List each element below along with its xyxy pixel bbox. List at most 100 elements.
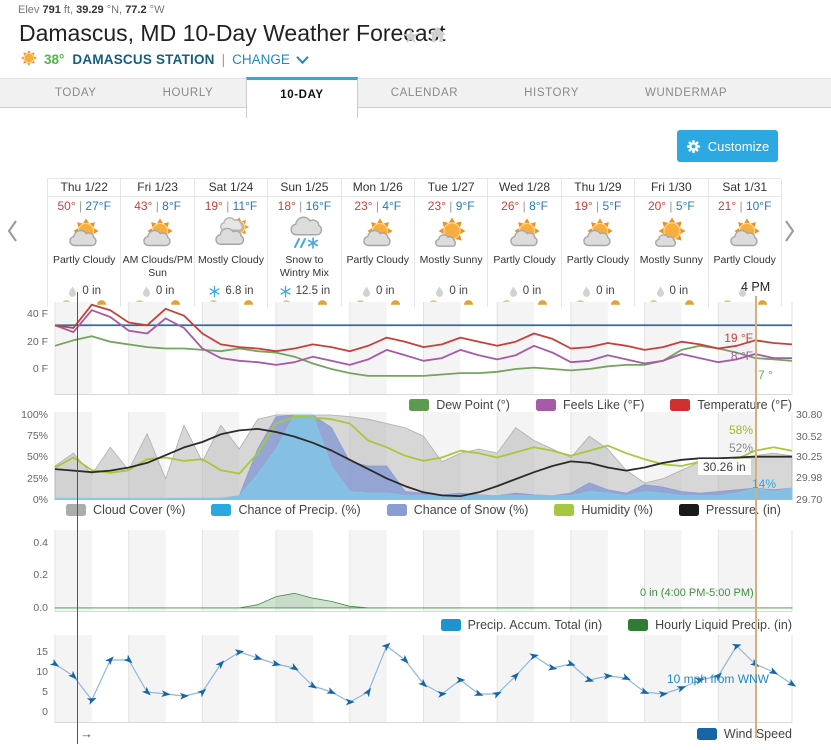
legend-swatch	[535, 398, 556, 411]
forecast-day-column[interactable]: Wed 1/28 26° | 8°F Partly Cloudy 0 in	[487, 179, 561, 307]
legend-row-conditions: Cloud Cover (%) Chance of Precip. (%) Chan…	[55, 502, 792, 517]
pressure-axis-tick: 29.70	[796, 494, 823, 506]
station-bar: 38° DAMASCUS STATION | CHANGE	[19, 48, 310, 70]
legend-label: Precip. Accum. Total (in)	[467, 617, 603, 632]
y-axis-tick: 0%	[32, 494, 48, 506]
y-axis-tick: 100%	[21, 408, 48, 421]
day-label: Wed 1/28	[488, 179, 561, 197]
day-label: Mon 1/26	[341, 179, 414, 197]
mostly-sunny-icon	[635, 215, 707, 253]
day-condition: Partly Cloudy	[566, 254, 630, 266]
day-precip-amount: 12.5 in	[268, 284, 340, 298]
legend-swatch	[386, 503, 407, 516]
tab-today[interactable]: TODAY	[55, 87, 97, 99]
forecast-day-column[interactable]: Sat 1/24 19° | 11°F Mostly Cloudy 6.8 in	[193, 179, 268, 307]
customize-button[interactable]: Customize	[677, 130, 778, 162]
forecast-day-column[interactable]: Fri 1/30 20° | 5°F Mostly Sunny 0 in	[634, 179, 708, 307]
chart-temperature[interactable]	[0, 302, 831, 395]
day-precip-amount: 0 in	[342, 284, 414, 298]
day-label: Sun 1/25	[268, 179, 341, 197]
legend-label: Pressure. (in)	[705, 502, 781, 517]
change-station-button[interactable]: CHANGE	[232, 52, 310, 67]
legend-pressure-in-[interactable]: Pressure. (in)	[678, 502, 781, 517]
legend-feels-like-f-[interactable]: Feels Like (°F)	[535, 398, 644, 412]
sunset-icon	[390, 300, 401, 305]
forecast-day-column[interactable]: Mon 1/26 23° | 4°F Partly Cloudy 0 in	[340, 179, 414, 307]
favorite-star-icon[interactable]: ★	[402, 26, 420, 48]
partly-cloudy-icon	[342, 215, 414, 253]
page-title: Damascus, MD 10-Day Weather Forecast	[19, 20, 446, 46]
sunset-icon	[757, 300, 767, 305]
forecast-day-table: Thu 1/22 50° | 27°F Partly Cloudy 0 in Fri 1…	[47, 178, 782, 307]
snow-wintry-icon	[268, 215, 340, 253]
y-axis-tick: 75%	[26, 430, 48, 443]
legend-humidity-[interactable]: Humidity (%)	[554, 503, 653, 517]
station-name[interactable]: DAMASCUS STATION	[72, 51, 215, 67]
chart-conditions[interactable]	[0, 412, 831, 500]
forecast-day-column[interactable]: Thu 1/22 50° | 27°F Partly Cloudy 0 in	[47, 179, 121, 307]
cursor-wind-value: 10 mph from WNW	[667, 672, 770, 686]
day-label: Tue 1/27	[414, 179, 488, 197]
tab-calendar[interactable]: CALENDAR	[390, 87, 459, 99]
forecast-day-column[interactable]: Fri 1/23 43° | 8°F AM Clouds/PM Sun 0 in	[120, 179, 194, 307]
day-high-low: 23° | 4°F	[354, 199, 402, 213]
legend-wind-speed[interactable]: Wind Speed	[696, 726, 792, 741]
tab-history[interactable]: HISTORY	[524, 87, 580, 99]
partly-cloudy-icon	[121, 215, 193, 253]
mostly-sunny-icon	[415, 215, 487, 253]
day-condition: Partly Cloudy	[52, 254, 116, 266]
legend-row-wind: Wind Speed	[55, 726, 792, 741]
cursor-hourly-precip-value: 0 in (4:00 PM-5:00 PM)	[640, 587, 754, 599]
day-label: Fri 1/30	[635, 179, 708, 197]
forecast-day-column[interactable]: Thu 1/29 19° | 5°F Partly Cloudy 0 in	[560, 179, 635, 307]
tab-wundermap[interactable]: WUNDERMAP	[645, 87, 728, 99]
scroll-right-chevron-icon[interactable]	[783, 218, 796, 249]
day-label: Fri 1/23	[121, 179, 194, 197]
y-axis-tick: 20 F	[26, 335, 48, 348]
partly-cloudy-icon	[709, 215, 781, 253]
y-axis-tick: 5	[42, 686, 48, 698]
forecast-day-column[interactable]: Tue 1/27 23° | 9°F Mostly Sunny 0 in	[413, 179, 488, 307]
mostly-cloudy-icon	[195, 215, 267, 253]
tab-hourly[interactable]: HOURLY	[162, 87, 214, 99]
legend-chance-of-precip-[interactable]: Chance of Precip. (%)	[211, 503, 361, 517]
forecast-day-column[interactable]: Sun 1/25 18° | 16°F Snow to Wintry Mix 12.5…	[267, 179, 341, 307]
legend-chance-of-snow-[interactable]: Chance of Snow (%)	[386, 502, 529, 517]
legend-label: Chance of Snow (%)	[413, 502, 529, 517]
home-icon[interactable]	[428, 26, 447, 48]
legend-temperature-f-[interactable]: Temperature (°F)	[670, 398, 792, 412]
day-condition: Snow to Wintry Mix	[279, 254, 329, 279]
legend-swatch	[628, 618, 649, 631]
tab-10-day[interactable]: 10-DAY	[246, 77, 358, 118]
sunset-icon	[244, 300, 254, 305]
main-tabbar: TODAY HOURLY 10-DAY CALENDAR HISTORY WUNDERMA…	[0, 77, 831, 118]
legend-precip-accum-total-in-[interactable]: Precip. Accum. Total (in)	[440, 617, 603, 632]
sunset-icon	[170, 300, 180, 305]
cursor-cloud-cover-value: 52%	[728, 441, 753, 455]
scroll-left-chevron-icon[interactable]	[6, 218, 19, 249]
gear-icon	[686, 139, 700, 153]
pressure-axis-tick: 29.98	[796, 472, 823, 485]
legend-hourly-liquid-precip-in-[interactable]: Hourly Liquid Precip. (in)	[628, 618, 792, 632]
current-time-cursor[interactable]	[77, 292, 78, 744]
sunset-icon	[611, 300, 621, 305]
hover-time-cursor[interactable]	[755, 296, 757, 738]
legend-dew-point-[interactable]: Dew Point (°)	[409, 398, 510, 412]
y-axis-tick: 0.2	[33, 569, 48, 582]
y-axis-tick: 0 F	[32, 363, 48, 375]
time-axis-arrow-icon: →	[80, 726, 93, 741]
legend-label: Wind Speed	[723, 726, 792, 741]
day-high-low: 20° | 5°F	[647, 199, 695, 213]
forecast-day-column[interactable]: Sat 1/31 21° | 10°F Partly Cloudy	[707, 179, 782, 307]
legend-cloud-cover-[interactable]: Cloud Cover (%)	[66, 503, 185, 517]
cursor-humidity-value: 58%	[728, 423, 753, 437]
y-axis-tick: 10	[36, 666, 48, 678]
chart-precip[interactable]	[0, 530, 831, 612]
day-label: Sat 1/24	[194, 179, 268, 197]
cursor-temperature-value: 19 °F	[724, 331, 753, 345]
chart-wind[interactable]	[0, 635, 831, 723]
legend-swatch	[440, 618, 461, 631]
y-axis-tick: 15	[36, 646, 48, 658]
location-coordinates: Elev 791 ft, 39.29 °N, 77.2 °W	[18, 4, 165, 16]
